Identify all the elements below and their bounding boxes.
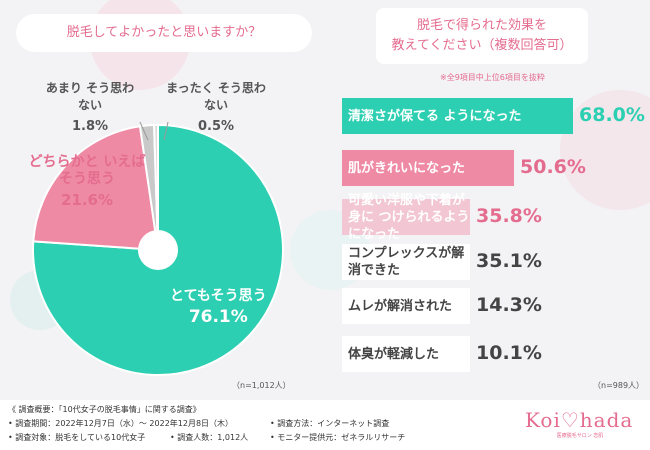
bar-value-2: 35.8% — [476, 205, 542, 227]
footer-target: • 調査対象：脱毛をしている10代女子 — [8, 433, 146, 442]
bar-item-0: 清潔さが保てる ようになった — [342, 98, 573, 134]
pie-label-not-at-all: まったく そう思わない 0.5% — [166, 80, 266, 135]
bar-value-3: 35.1% — [476, 250, 542, 272]
footer-title: 《 調査概要：「10代女子の脱毛事情」に関する調査》 — [8, 405, 201, 414]
right-question-line1: 脱毛で得られた効果を — [416, 18, 547, 33]
bar-value-5: 10.1% — [476, 342, 542, 364]
bar-item-5: 体臭が軽減した — [342, 336, 470, 372]
footer-method: • 調査方法：インターネット調査 — [270, 419, 390, 428]
right-note: ※全9項目中上位6項目を抜粋 — [440, 73, 545, 82]
pie-label-not-really: あまり そう思わない 1.8% — [40, 80, 140, 135]
bar-item-2: 可愛い洋服や下着が身に つけられるようになった — [342, 193, 470, 242]
right-question-line2: 教えてください（複数回答可） — [391, 38, 573, 53]
pie-label-somewhat-agree-text: どちらかと いえばそう思う — [28, 154, 146, 187]
pie-label-not-really-pct: 1.8% — [71, 119, 109, 134]
bar-item-4: ムレが解消された — [342, 288, 470, 324]
pie-label-somewhat-agree: どちらかと いえばそう思う 21.6% — [28, 154, 146, 209]
pie-label-not-at-all-text: まったく そう思わない — [166, 81, 266, 112]
bar-value-1: 50.6% — [520, 156, 586, 178]
right-question: 脱毛で得られた効果を 教えてください（複数回答可） — [376, 8, 588, 64]
right-sample-size: （n=989人） — [593, 381, 645, 390]
bar-value-4: 14.3% — [476, 294, 542, 316]
brand-logo-text: Koi♡hada — [525, 408, 634, 432]
pie-label-somewhat-agree-pct: 21.6% — [60, 191, 114, 209]
footer: 《 調査概要：「10代女子の脱毛事情」に関する調査》 • 調査期間：2022年1… — [0, 400, 650, 450]
pie-label-not-really-text: あまり そう思わない — [45, 81, 135, 112]
pie-label-strongly-agree: とてもそう思う 76.1% — [170, 288, 267, 326]
footer-provider: • モニター提供元：ゼネラルリサーチ — [270, 433, 406, 442]
pie-label-strongly-agree-text: とてもそう思う — [170, 288, 267, 304]
bar-value-0: 68.0% — [579, 104, 645, 126]
bar-item-1: 肌がきれいになった — [342, 150, 514, 186]
pie-label-not-at-all-pct: 0.5% — [197, 119, 235, 134]
left-sample-size: （n=1,012人） — [232, 381, 291, 390]
pie-label-strongly-agree-pct: 76.1% — [188, 307, 248, 327]
brand-logo: Koi♡hada 医療脱毛サロン 恋肌 — [525, 408, 635, 444]
brand-logo-sub: 医療脱毛サロン 恋肌 — [556, 433, 604, 439]
footer-period: • 調査期間：2022年12月7日（水）～ 2022年12月8日（木） — [8, 419, 234, 428]
bar-item-3: コンプレックスが解消できた — [342, 244, 470, 280]
footer-count: • 調査人数：1,012人 — [170, 433, 249, 442]
left-question: 脱毛してよかったと思いますか？ — [16, 14, 312, 52]
